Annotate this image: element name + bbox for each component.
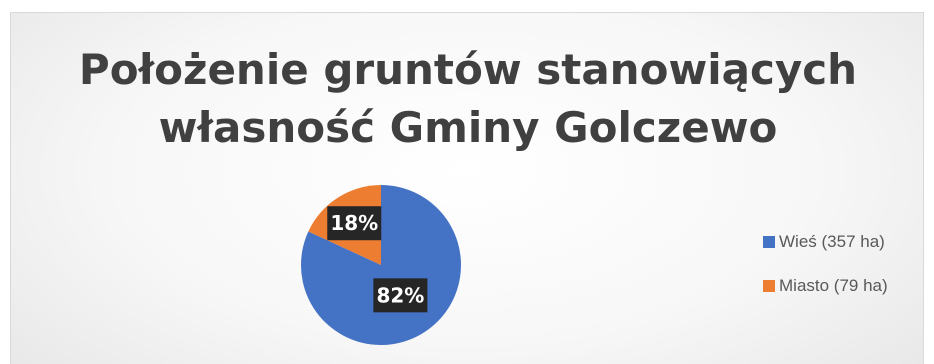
data-label-miasto: 18% xyxy=(327,206,382,241)
legend-label-wies: Wieś (357 ha) xyxy=(779,232,885,251)
chart-title-line-1: Położenie gruntów stanowiących xyxy=(78,45,858,94)
data-label-box-wies xyxy=(373,278,428,313)
chart-legend: Wieś (357 ha) Miasto (79 ha) xyxy=(763,231,888,319)
chart-area: Położenie gruntów stanowiących własność … xyxy=(10,12,924,364)
legend-swatch-miasto xyxy=(763,280,775,292)
data-label-text-wies: 82% xyxy=(376,283,424,307)
legend-label-miasto: Miasto (79 ha) xyxy=(779,276,888,295)
pie-data-labels: 82% 18% xyxy=(327,206,428,313)
legend-swatch-wies xyxy=(763,236,775,248)
data-label-box-miasto xyxy=(327,206,382,241)
chart-title-line-2: własność Gminy Golczewo xyxy=(158,103,778,152)
data-label-text-miasto: 18% xyxy=(330,211,378,235)
data-label-wies: 82% xyxy=(373,278,428,313)
pie-plot: 82% 18% xyxy=(301,185,461,345)
legend-item-miasto: Miasto (79 ha) xyxy=(763,275,888,297)
chart-title: Położenie gruntów stanowiących własność … xyxy=(11,41,923,157)
legend-item-wies: Wieś (357 ha) xyxy=(763,231,888,253)
